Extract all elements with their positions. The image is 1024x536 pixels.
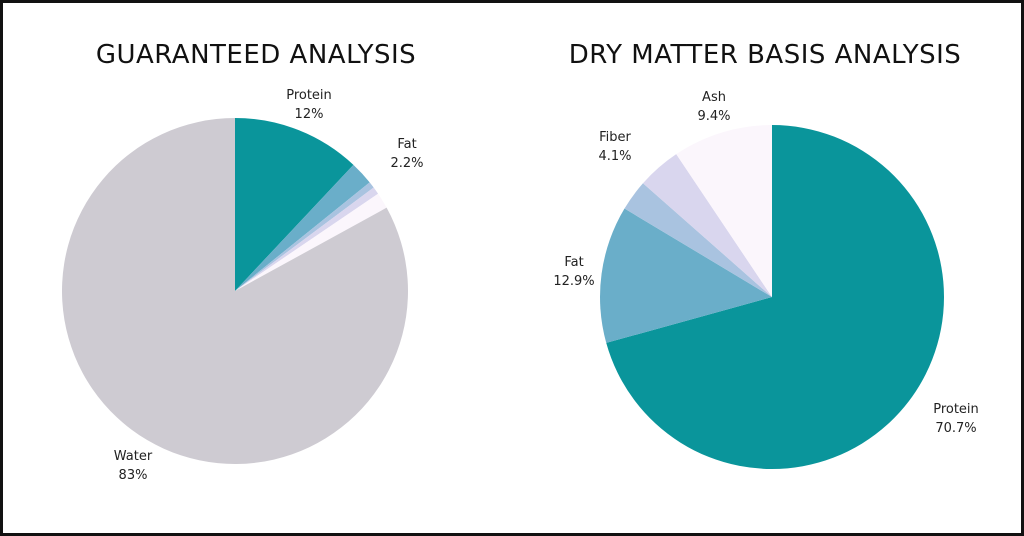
- pie-slice-guaranteed-analysis-unlabeled-2: [235, 182, 374, 291]
- pie-guaranteed-analysis: Protein 12% Fat 2.2% Water 83%: [61, 88, 424, 483]
- pie-slice-guaranteed-analysis-protein: [235, 118, 354, 291]
- slice-label-name: Protein: [286, 88, 332, 103]
- pie-slice-dry-matter-basis-analysis-fiber: [642, 154, 772, 297]
- pie-slice-guaranteed-analysis-unlabeled-4: [235, 193, 387, 291]
- pie-slice-guaranteed-analysis-fat: [235, 164, 370, 291]
- slice-label-value: 12.9%: [553, 274, 594, 289]
- slice-label-name: Protein: [933, 402, 979, 417]
- slice-label-dry-matter-basis-analysis-fat: Fat 12.9%: [553, 255, 594, 289]
- slice-label-dry-matter-basis-analysis-protein: Protein 70.7%: [933, 402, 979, 436]
- slice-label-name: Fiber: [599, 130, 631, 145]
- slice-label-dry-matter-basis-analysis-fiber: Fiber 4.1%: [598, 130, 631, 164]
- chart-title-guaranteed-analysis: GUARANTEED ANALYSIS: [95, 40, 417, 70]
- slice-label-value: 70.7%: [935, 421, 976, 436]
- slice-label-guaranteed-analysis-water: Water 83%: [114, 449, 153, 483]
- slice-label-dry-matter-basis-analysis-ash: Ash 9.4%: [697, 90, 730, 124]
- slice-label-name: Fat: [397, 137, 416, 152]
- pie-slice-dry-matter-basis-analysis-unlabeled-2: [624, 183, 772, 297]
- slice-label-value: 4.1%: [598, 149, 631, 164]
- slice-label-value: 83%: [119, 468, 148, 483]
- pie-slice-dry-matter-basis-analysis-fat: [600, 208, 772, 343]
- slice-label-name: Ash: [702, 90, 726, 105]
- slice-label-name: Fat: [564, 255, 583, 270]
- slice-label-value: 9.4%: [697, 109, 730, 124]
- slice-label-value: 12%: [295, 107, 324, 122]
- pie-slice-guaranteed-analysis-water: [61, 118, 408, 465]
- pie-slice-dry-matter-basis-analysis-ash: [676, 125, 772, 297]
- chart-title-dry-matter-basis-analysis: DRY MATTER BASIS ANALYSIS: [568, 40, 962, 70]
- slice-label-name: Water: [114, 449, 153, 464]
- pie-slice-guaranteed-analysis-unlabeled-3: [235, 187, 379, 291]
- slice-label-guaranteed-analysis-fat: Fat 2.2%: [390, 137, 423, 171]
- slice-label-guaranteed-analysis-protein: Protein 12%: [286, 88, 332, 122]
- pie-dry-matter-basis-analysis: Protein 70.7% Fat 12.9% Fiber 4.1% Ash 9.4%: [553, 90, 979, 470]
- slice-label-value: 2.2%: [390, 156, 423, 171]
- pie-slice-dry-matter-basis-analysis-protein: [606, 125, 944, 470]
